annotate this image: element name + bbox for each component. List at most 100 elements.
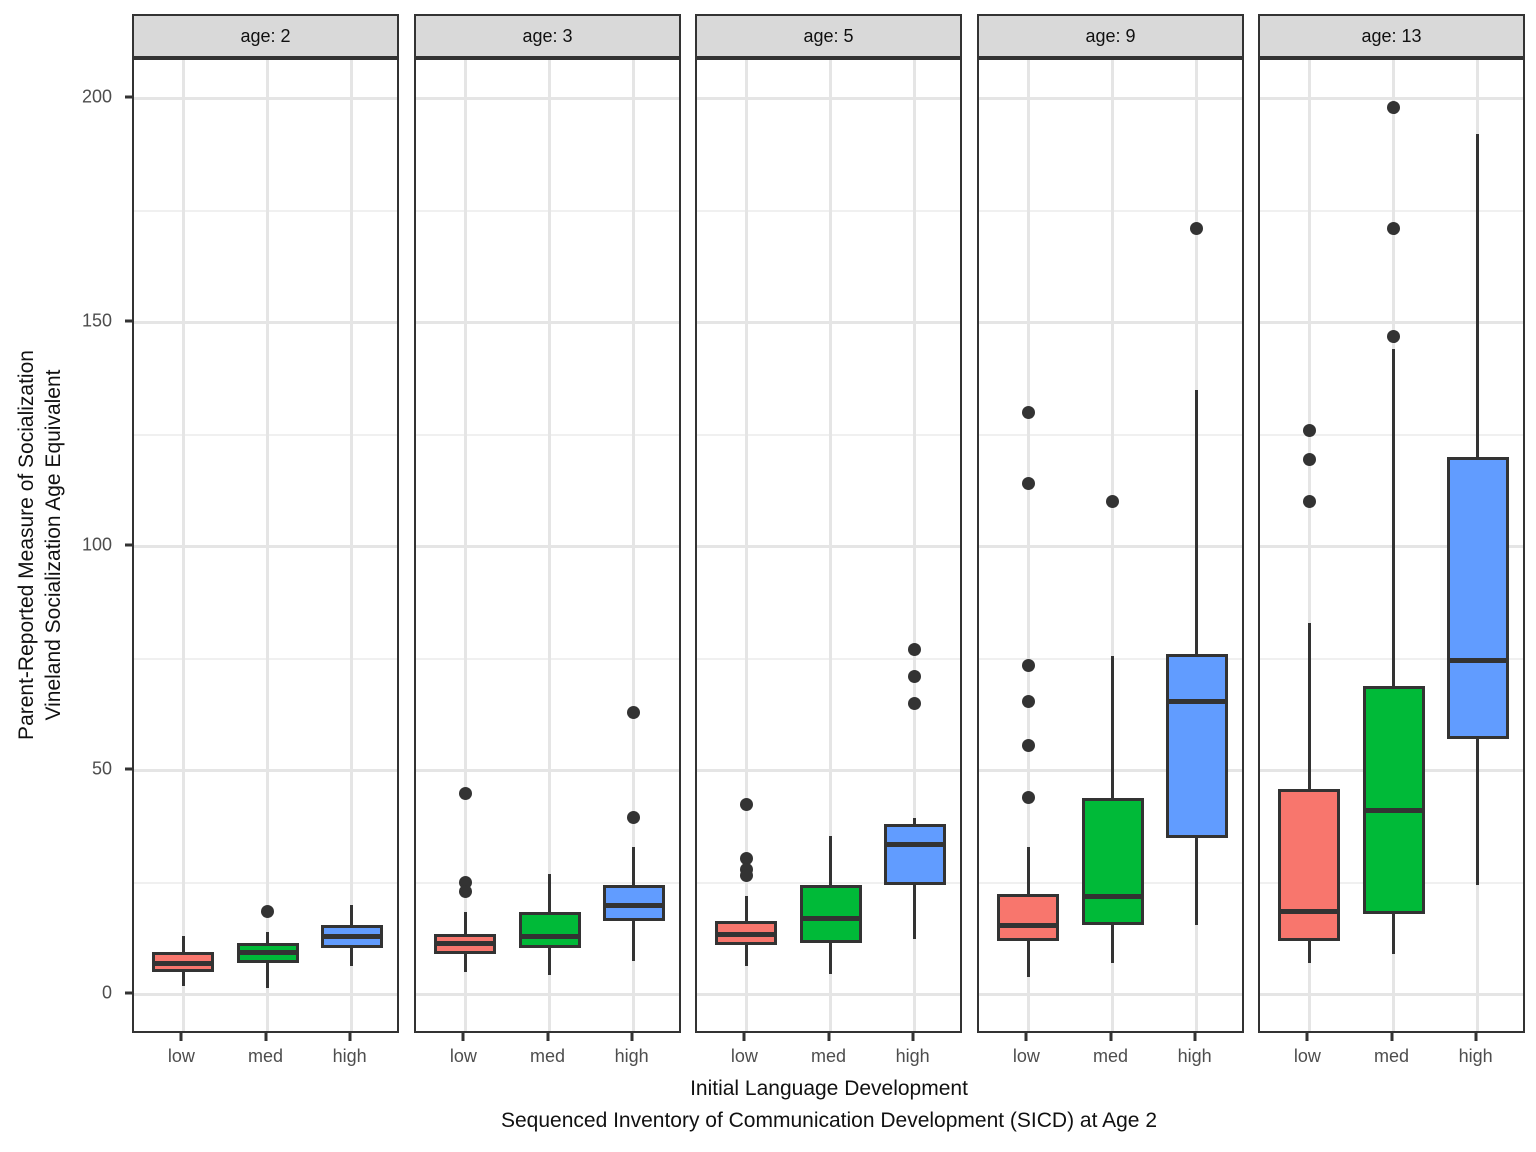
boxplot-box-med (799, 884, 862, 944)
gridline-major (1260, 321, 1523, 325)
gridline-minor (697, 881, 960, 884)
facet-strip-label: age: 2 (240, 25, 291, 46)
facet-strip-label: age: 5 (803, 25, 854, 46)
outlier-point (1387, 329, 1400, 343)
gridline-vertical (266, 60, 269, 1031)
x-tick-mark (461, 1033, 465, 1041)
gridline-minor (416, 881, 679, 884)
x-tick-mark (630, 1033, 634, 1041)
x-tick-label: low (730, 1046, 758, 1066)
x-axis-title-line2: Sequenced Inventory of Communication Dev… (500, 1109, 1157, 1132)
gridline-major (416, 993, 679, 997)
x-tick-label: med (1373, 1046, 1410, 1066)
gridline-minor (134, 433, 397, 436)
x-tick-label: high (332, 1046, 367, 1066)
boxplot-box-low (997, 893, 1060, 941)
outlier-point (908, 643, 922, 657)
median-line (1081, 893, 1144, 899)
median-line (518, 933, 581, 939)
facet-strip-label: age: 3 (522, 25, 573, 46)
facet-strip-label: age: 13 (1361, 25, 1422, 46)
outlier-point (1190, 221, 1204, 235)
gridline-minor (697, 209, 960, 212)
outlier-point (1021, 658, 1035, 672)
y-tick-mark (125, 95, 132, 99)
outlier-point (1106, 495, 1119, 509)
x-tick-mark (264, 1033, 267, 1041)
facet-panel (1258, 58, 1525, 1033)
gridline-major (416, 321, 679, 325)
gridline-major (416, 545, 679, 549)
x-tick-mark (179, 1033, 183, 1041)
x-tick-label: low (449, 1046, 477, 1066)
gridline-major (416, 97, 679, 101)
gridline-major (416, 769, 679, 773)
outlier-point (1021, 791, 1035, 805)
outlier-point (1302, 452, 1316, 466)
gridline-minor (416, 209, 679, 212)
x-tick-label: med (1092, 1046, 1129, 1066)
x-tick-label: med (810, 1046, 847, 1066)
outlier-point (1021, 405, 1035, 419)
boxplot-box-high (883, 824, 946, 885)
median-line (1362, 808, 1425, 814)
gridline-major (1260, 97, 1523, 101)
gridline-vertical (350, 60, 354, 1031)
y-tick-mark (125, 991, 132, 995)
gridline-major (697, 97, 960, 101)
gridline-major (979, 993, 1242, 997)
gridline-minor (979, 657, 1242, 660)
x-tick-label: low (1012, 1046, 1040, 1066)
outlier-point (261, 905, 274, 919)
gridline-minor (134, 657, 397, 660)
outlier-point (739, 851, 753, 865)
x-tick-mark (348, 1033, 352, 1041)
gridline-major (979, 321, 1242, 325)
median-line (715, 931, 778, 937)
gridline-major (697, 769, 960, 773)
gridline-vertical (1111, 60, 1114, 1031)
gridline-major (979, 97, 1242, 101)
x-tick-label: med (247, 1046, 284, 1066)
x-tick-mark (1109, 1033, 1112, 1041)
whisker-line (1392, 349, 1395, 955)
facet-strip-label: age: 9 (1085, 25, 1136, 46)
outlier-point (908, 696, 922, 710)
facet-strip: age: 3 (414, 14, 681, 58)
gridline-vertical (548, 60, 551, 1031)
gridline-minor (134, 209, 397, 212)
x-tick-mark (742, 1033, 746, 1041)
gridline-minor (697, 657, 960, 660)
outlier-point (458, 885, 472, 899)
median-line (602, 902, 665, 908)
y-tick-mark (125, 319, 132, 323)
boxplot-box-med (1362, 685, 1425, 915)
gridline-major (697, 321, 960, 325)
outlier-point (1021, 477, 1035, 491)
boxplot-box-high (1165, 654, 1228, 838)
gridline-major (134, 321, 397, 325)
outlier-point (739, 797, 753, 811)
median-line (1278, 909, 1341, 915)
x-tick-label: high (895, 1046, 930, 1066)
outlier-point (627, 811, 641, 825)
gridline-minor (1260, 209, 1523, 212)
median-line (799, 916, 862, 921)
median-line (883, 842, 946, 848)
y-tick-mark (125, 543, 132, 547)
outlier-point (1387, 100, 1400, 114)
gridline-minor (979, 209, 1242, 212)
facet-strip: age: 5 (695, 14, 962, 58)
median-line (997, 922, 1060, 928)
y-tick-label: 0 (101, 982, 112, 1003)
gridline-major (697, 545, 960, 549)
x-tick-mark (1024, 1033, 1028, 1041)
x-tick-label: low (167, 1046, 195, 1066)
x-tick-mark (546, 1033, 549, 1041)
facet-panel (132, 58, 399, 1033)
gridline-major (1260, 545, 1523, 549)
x-tick-mark (827, 1033, 830, 1041)
gridline-vertical (1307, 60, 1311, 1031)
y-tick-label: 200 (81, 86, 112, 107)
boxplot-box-high (1446, 456, 1509, 740)
